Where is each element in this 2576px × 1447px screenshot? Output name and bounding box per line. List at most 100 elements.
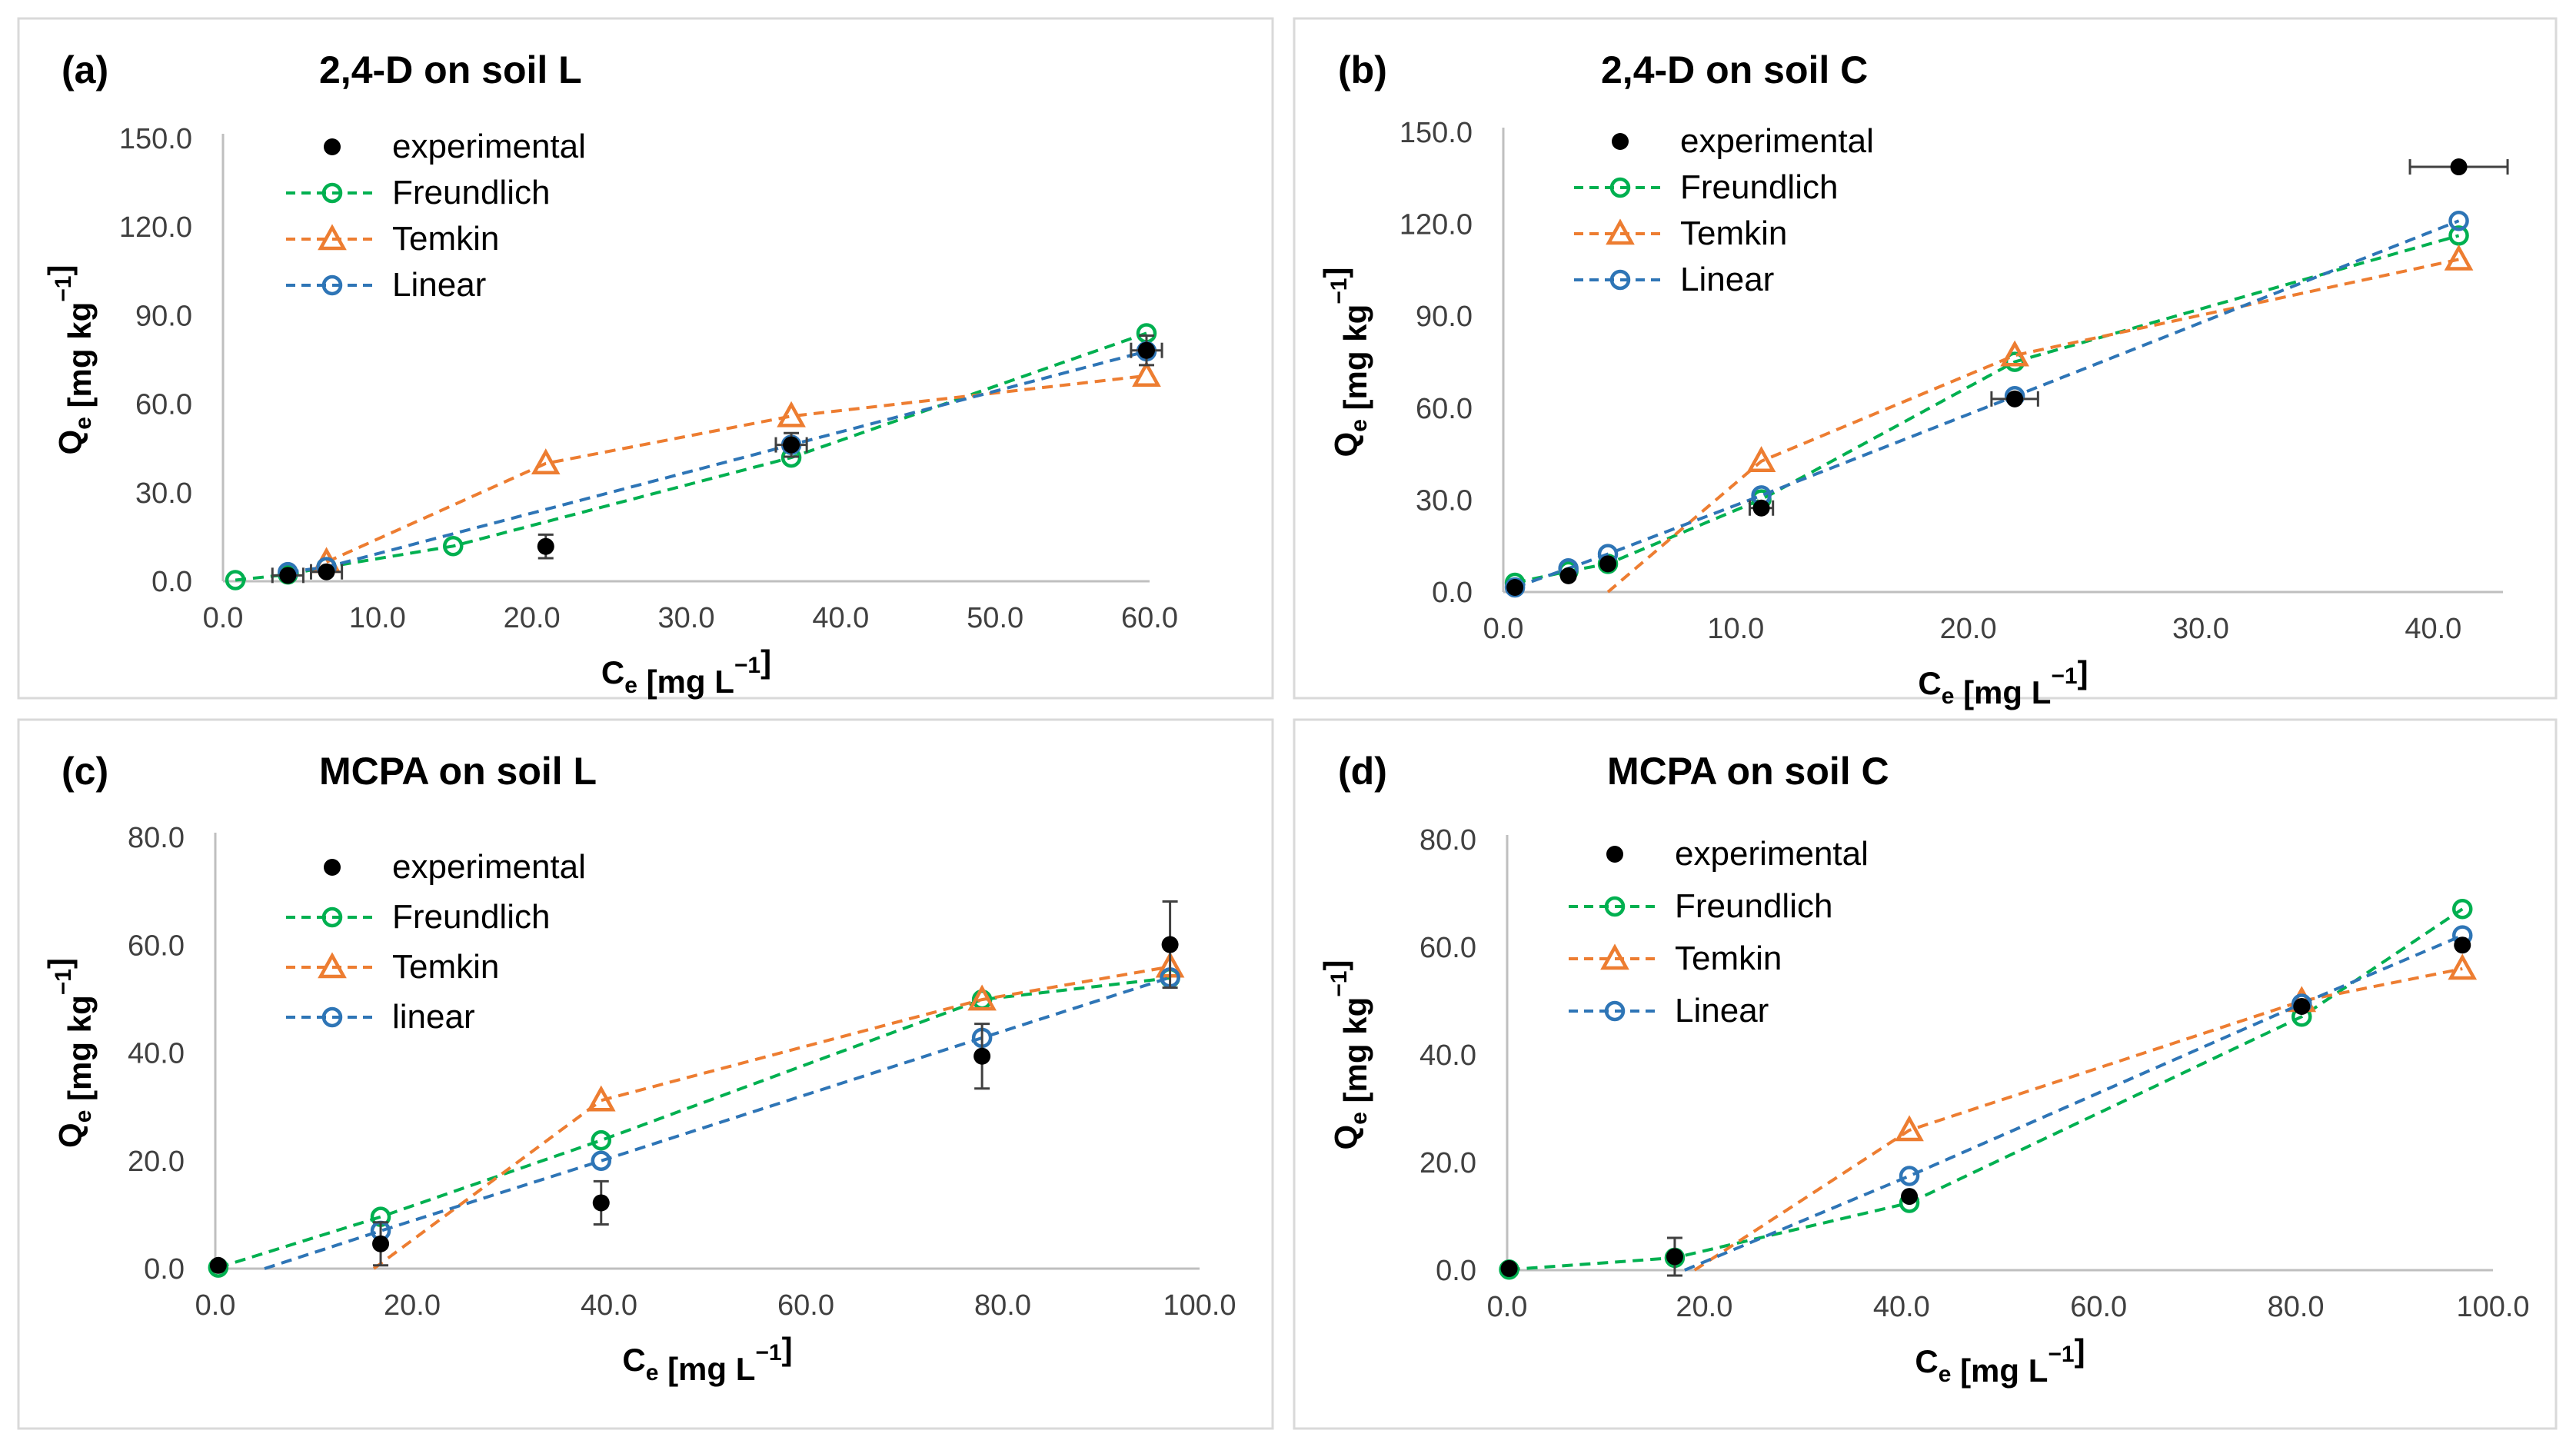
legend-item-linear: Linear xyxy=(1574,261,1774,298)
point-experimental xyxy=(973,1047,991,1065)
legend-marker-freundlich xyxy=(321,906,343,928)
legend-item-temkin: Temkin xyxy=(1574,215,1787,252)
point-experimental xyxy=(2454,936,2471,954)
legend-marker-experimental xyxy=(324,859,341,876)
x-tick-label: 0.0 xyxy=(195,1289,236,1322)
legend-item-linear: Linear xyxy=(1569,992,1769,1030)
series-line-freundlich xyxy=(218,976,1170,1269)
y-axis-title: Qe [mg kg−1] xyxy=(1317,268,1373,457)
point-linear xyxy=(591,1150,612,1171)
point-experimental xyxy=(1137,341,1155,359)
point-experimental xyxy=(2293,998,2311,1015)
x-axis-title: Ce [mg L−1] xyxy=(1915,1332,2085,1389)
x-tick-label: 60.0 xyxy=(1121,602,1178,634)
legend-label: experimental xyxy=(1680,122,1874,160)
panel-c: 0.0 20.0 40.0 60.0 80.0 100.0 0.0 20.0 40.0 60.0 8… xyxy=(17,718,1274,1430)
point-temkin xyxy=(1895,1115,1924,1142)
series-experimental xyxy=(209,900,1179,1274)
x-tick-label: 30.0 xyxy=(2172,613,2229,645)
legend-marker-temkin xyxy=(318,224,347,251)
panel-d: 0.0 20.0 40.0 60.0 80.0 100.0 0.0 20.0 40.0 60.0 8… xyxy=(1293,718,2558,1430)
y-axis-title: Qe [mg kg−1] xyxy=(1317,960,1373,1150)
legend-label: Temkin xyxy=(1680,215,1787,252)
point-experimental xyxy=(1506,579,1524,597)
y-tick-label: 0.0 xyxy=(1432,577,1473,609)
point-experimental xyxy=(1666,1248,1683,1266)
y-tick-label: 60.0 xyxy=(1419,932,1476,964)
y-tick-label: 80.0 xyxy=(1419,824,1476,857)
point-temkin xyxy=(967,984,997,1011)
legend-item-freundlich: Freundlich xyxy=(1574,168,1838,206)
point-temkin xyxy=(777,401,806,427)
legend-item-experimental: experimental xyxy=(1612,122,1874,160)
series-line-temkin xyxy=(1606,258,2460,594)
point-experimental xyxy=(1559,567,1577,584)
y-tick-label: 40.0 xyxy=(128,1038,185,1070)
panel-frame xyxy=(17,718,1274,1430)
point-experimental xyxy=(1752,499,1770,517)
x-tick-label: 0.0 xyxy=(1487,1291,1528,1323)
legend: experimental Freundlich Temkin linear xyxy=(286,848,586,1036)
y-tick-label: 120.0 xyxy=(119,211,192,244)
x-tick-label: 10.0 xyxy=(349,602,406,634)
legend-marker-experimental xyxy=(1606,846,1623,863)
legend-marker-temkin xyxy=(318,952,347,979)
legend-label: experimental xyxy=(392,128,586,165)
x-tick-label: 20.0 xyxy=(1676,1291,1732,1323)
panel-a: 0.0 10.0 20.0 30.0 40.0 50.0 60.0 0.0 30.0 60.0 90… xyxy=(17,17,1274,700)
point-temkin xyxy=(2448,953,2478,980)
x-tick-label: 10.0 xyxy=(1707,613,1764,645)
legend-label: Temkin xyxy=(1675,940,1782,977)
series-line-linear xyxy=(264,976,1171,1270)
legend-item-freundlich: Freundlich xyxy=(286,174,550,211)
x-axis-title: Ce [mg L−1] xyxy=(601,644,771,700)
point-experimental xyxy=(1901,1188,1919,1206)
y-axis-title: Qe [mg kg−1] xyxy=(42,958,98,1148)
legend-marker-temkin xyxy=(1600,943,1629,970)
chart-title: MCPA on soil L xyxy=(319,750,597,793)
point-experimental xyxy=(592,1194,610,1212)
legend-item-experimental: experimental xyxy=(324,848,586,886)
y-tick-label: 150.0 xyxy=(119,123,192,155)
y-tick-label: 60.0 xyxy=(1416,393,1473,425)
legend-item-temkin: Temkin xyxy=(1569,940,1782,977)
x-tick-label: 100.0 xyxy=(1163,1289,1236,1322)
y-axis-title: Qe [mg kg−1] xyxy=(42,265,98,455)
legend-label: experimental xyxy=(392,848,586,886)
panel-letter: (d) xyxy=(1338,750,1387,793)
panel-frame xyxy=(1293,17,2558,700)
point-temkin xyxy=(1746,446,1776,473)
y-tick-label: 60.0 xyxy=(128,930,185,962)
chart-title: MCPA on soil C xyxy=(1607,750,1889,793)
legend-item-temkin: Temkin xyxy=(286,220,499,258)
series-experimental xyxy=(1506,158,2509,597)
x-tick-label: 20.0 xyxy=(384,1289,441,1322)
x-tick-label: 100.0 xyxy=(2456,1291,2529,1323)
legend-item-temkin: Temkin xyxy=(286,948,499,986)
chart-title: 2,4-D on soil C xyxy=(1601,48,1868,91)
point-experimental xyxy=(2006,390,2024,407)
legend-marker-freundlich xyxy=(1609,177,1631,198)
series-temkin xyxy=(1606,244,2474,594)
series-line-linear xyxy=(288,349,1147,574)
legend-marker-freundlich xyxy=(1604,896,1626,917)
point-experimental xyxy=(1161,936,1179,953)
legend-item-experimental: experimental xyxy=(324,128,586,165)
x-tick-label: 40.0 xyxy=(812,602,869,634)
legend-marker-freundlich xyxy=(321,182,343,204)
point-experimental xyxy=(318,563,335,580)
point-temkin xyxy=(2444,244,2474,271)
point-temkin xyxy=(586,1085,616,1112)
y-tick-label: 40.0 xyxy=(1419,1040,1476,1072)
series-experimental xyxy=(271,334,1163,584)
legend-marker-temkin xyxy=(1606,218,1635,245)
x-axis-title: Ce [mg L−1] xyxy=(622,1331,792,1387)
legend-label: Freundlich xyxy=(1675,887,1832,925)
legend-marker-linear xyxy=(321,1006,343,1028)
point-freundlich xyxy=(442,536,464,557)
y-tick-label: 150.0 xyxy=(1399,117,1473,149)
point-experimental xyxy=(783,436,800,454)
series-line-temkin xyxy=(372,965,1170,1270)
x-tick-label: 80.0 xyxy=(2268,1291,2325,1323)
